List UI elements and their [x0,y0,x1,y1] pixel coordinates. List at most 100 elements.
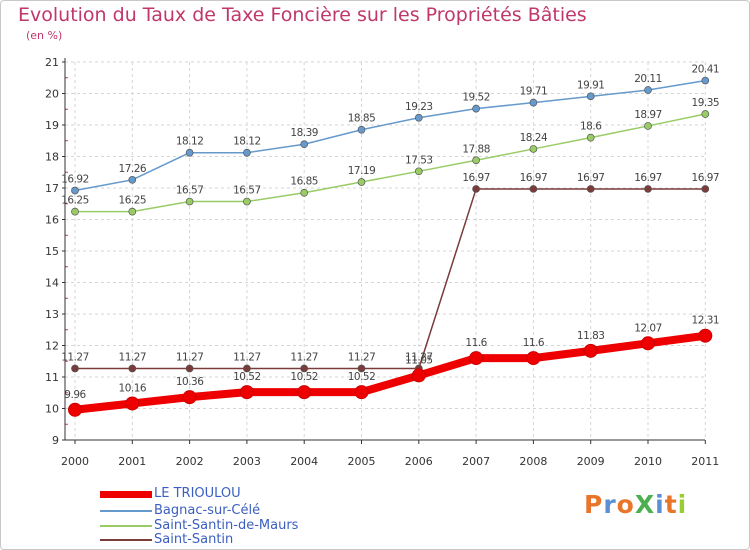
data-point [185,148,194,157]
legend-label-le-trioulou: LE TRIOULOU [154,486,241,501]
data-point [641,336,655,351]
data-label: 16.25 [119,195,147,207]
data-label: 18.24 [520,132,548,144]
data-point [644,185,652,193]
data-point [357,125,366,134]
data-point [68,402,82,417]
data-label: 16.92 [61,174,89,186]
legend-label-bagnac: Bagnac-sur-Célé [154,503,261,518]
data-label: 19.71 [520,86,548,98]
x-tick-label: 2007 [462,455,490,468]
x-tick-label: 2000 [61,455,89,468]
data-point [71,364,79,373]
unit-label: (en %) [26,29,63,42]
data-label: 11.27 [61,351,89,363]
data-label: 10.52 [290,371,318,383]
data-point [529,145,538,153]
data-label: 18.6 [580,121,602,133]
data-label: 10.52 [348,371,376,383]
x-tick-label: 2010 [634,455,662,468]
legend-label-saint-santin-de-maurs: Saint-Santin-de-Maurs [154,518,299,533]
data-label: 18.39 [290,127,318,139]
y-tick-label: 15 [45,245,59,258]
data-point [701,76,710,85]
data-label: 10.16 [119,382,147,394]
chart-title: Evolution du Taux de Taxe Foncière sur l… [18,4,587,26]
y-tick-label: 11 [45,371,59,384]
data-label: 16.97 [577,172,605,184]
data-point [698,328,713,343]
x-tick-label: 2005 [348,455,376,468]
data-point [243,364,251,373]
data-point [357,178,366,186]
series-line-0 [74,331,706,414]
data-point [472,104,480,113]
data-label: 17.88 [462,143,490,155]
x-tick-label: 2002 [176,455,204,468]
data-point [586,92,595,101]
data-point [297,385,312,400]
logo-letter: t [664,490,678,519]
data-point [529,98,538,107]
logo-letter: o [616,490,635,519]
data-point [583,343,598,358]
logo-letter: i [655,490,665,519]
data-point [300,364,309,373]
data-label: 18.12 [233,136,261,148]
legend-swatch-le-trioulou [100,491,152,498]
data-point [300,140,309,149]
data-label: 12.07 [634,322,662,334]
data-label: 11.6 [523,337,545,349]
data-label: 17.53 [405,154,433,166]
series-line-1 [74,79,706,192]
data-point [243,148,251,157]
data-label: 18.85 [348,113,376,125]
x-tick-label: 2004 [290,455,318,468]
logo-letter: i [677,490,688,519]
data-label: 19.52 [462,92,490,104]
data-label: 11.83 [577,330,605,342]
y-tick-label: 10 [45,403,59,416]
data-point [529,185,538,193]
y-tick-label: 17 [45,182,59,195]
data-point [701,110,710,118]
data-label: 16.97 [692,172,720,184]
data-label: 17.26 [119,163,147,175]
series-line-3 [75,188,706,370]
series-line-2 [75,113,706,213]
data-label: 18.12 [176,136,204,148]
x-tick-label: 2001 [118,455,146,468]
data-label: 11.27 [405,351,433,363]
logo-letter: P [584,490,604,519]
legend-swatch-saint-santin-de-maurs [100,525,152,527]
data-label: 11.27 [119,351,147,363]
x-tick-label: 2006 [405,455,433,468]
y-tick-label: 21 [45,56,59,69]
data-label: 16.25 [61,195,89,207]
data-point [586,185,595,193]
data-point [469,351,484,366]
data-point [357,364,366,373]
data-point [243,197,251,206]
data-point [414,167,423,176]
logo-letter: X [634,490,656,519]
data-point [472,185,480,193]
data-point [239,385,254,400]
data-point [644,122,652,130]
data-point [644,86,652,94]
data-point [411,368,426,383]
legend-swatch-bagnac [100,510,152,512]
y-tick-label: 20 [45,88,59,101]
data-label: 11.6 [465,337,487,349]
data-label: 16.85 [290,176,318,188]
data-label: 11.27 [233,351,261,363]
y-tick-label: 14 [45,277,59,290]
data-label: 19.91 [577,79,605,91]
data-label: 19.23 [405,101,433,113]
x-tick-label: 2008 [519,455,547,468]
data-label: 16.97 [462,172,490,184]
data-point [185,197,194,206]
legend-label-saint-santin: Saint-Santin [154,532,234,547]
data-label: 18.97 [634,109,662,121]
